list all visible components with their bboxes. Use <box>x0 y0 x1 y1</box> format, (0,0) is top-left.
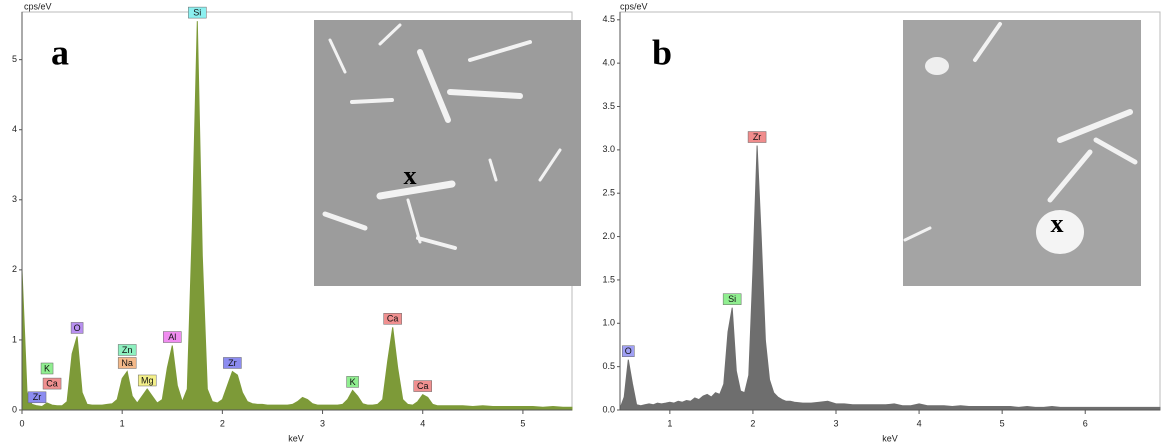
peak-label: Ca <box>387 314 399 324</box>
y-tick-label: 4.5 <box>602 14 615 24</box>
x-axis-label: keV <box>882 433 898 443</box>
sem-inset: x <box>903 20 1141 286</box>
y-axis-label: cps/eV <box>620 1 648 11</box>
y-tick-label: 2.0 <box>602 231 615 241</box>
inset-label: x <box>404 161 417 190</box>
x-tick-label: 4 <box>420 418 425 428</box>
peak-label: Si <box>728 294 736 304</box>
peak-marker <box>27 391 47 404</box>
inset-particle <box>1036 210 1084 254</box>
spectrum-area <box>21 21 573 411</box>
x-tick-label: 1 <box>120 418 125 428</box>
plots: 0 1 2 3 4 5 0 1 2 3 4 5 Zr Ca K O Na Zn Mg Al Si Zr K Ca Ca 0.0 0.… <box>12 6 1161 428</box>
y-tick-label: 3.0 <box>602 144 615 154</box>
sem-inset: x <box>314 20 581 286</box>
peak-marker <box>413 380 432 392</box>
x-tick-label: 5 <box>520 418 525 428</box>
x-tick-label: 3 <box>320 418 325 428</box>
peak-marker <box>40 362 54 375</box>
y-tick-label: 1.0 <box>602 318 615 328</box>
peak-label: Zr <box>753 132 762 142</box>
panel-label: b <box>652 32 672 72</box>
y-tick-label: 0 <box>12 404 17 414</box>
y-axis-label: cps/eV <box>24 1 52 11</box>
x-tick-label: 2 <box>750 418 755 428</box>
spectrum-area <box>619 145 1161 411</box>
y-tick-label: 3 <box>12 194 17 204</box>
peak-marker <box>137 374 157 387</box>
x-tick-label: 5 <box>1000 418 1005 428</box>
y-tick-label: 5 <box>12 54 17 64</box>
peak-label: O <box>625 346 632 356</box>
x-tick-label: 0 <box>19 418 24 428</box>
peak-marker <box>188 6 207 19</box>
peak-label: K <box>350 377 356 387</box>
x-tick-label: 1 <box>667 418 672 428</box>
peak-label: K <box>44 363 50 373</box>
x-axis-label: keV <box>288 433 304 443</box>
peak-label: Si <box>193 7 201 17</box>
y-tick-label: 4.0 <box>602 58 615 68</box>
y-tick-label: 3.5 <box>602 101 615 111</box>
x-tick-label: 4 <box>917 418 922 428</box>
y-tick-label: 1 <box>12 334 17 344</box>
peak-label: Ca <box>417 381 429 391</box>
peak-label: Zr <box>33 392 42 402</box>
peak-marker <box>42 377 62 390</box>
x-tick-label: 6 <box>1083 418 1088 428</box>
peak-label: Al <box>168 332 176 342</box>
x-tick-label: 2 <box>220 418 225 428</box>
inset-crystals <box>903 22 1138 242</box>
inset-label: x <box>1051 209 1064 238</box>
peak-marker <box>117 357 137 369</box>
peak-marker <box>622 345 635 357</box>
peak-label: Na <box>121 358 133 368</box>
panel-label: a <box>51 32 69 72</box>
y-tick-label: 0.5 <box>602 361 615 371</box>
y-tick-label: 4 <box>12 124 17 134</box>
y-tick-label: 0.0 <box>602 404 615 414</box>
peak-marker <box>747 131 767 143</box>
inset-crystals <box>322 23 562 250</box>
peak-marker <box>117 344 137 356</box>
peak-marker <box>722 293 742 305</box>
peak-marker <box>70 322 84 334</box>
peak-marker <box>163 331 182 343</box>
peak-marker <box>346 376 359 388</box>
peak-label: Mg <box>141 375 154 385</box>
peak-label: Zr <box>228 358 237 368</box>
peak-label: O <box>74 323 81 333</box>
y-tick-label: 2.5 <box>602 188 615 198</box>
peak-marker <box>383 313 402 325</box>
x-tick-label: 3 <box>833 418 838 428</box>
peak-label: Zn <box>122 345 133 355</box>
y-tick-label: 1.5 <box>602 274 615 284</box>
inset-image <box>314 20 581 286</box>
inset-particle <box>925 57 949 75</box>
peak-marker <box>223 357 242 369</box>
peak-label: Ca <box>46 378 58 388</box>
y-tick-label: 2 <box>12 264 17 274</box>
